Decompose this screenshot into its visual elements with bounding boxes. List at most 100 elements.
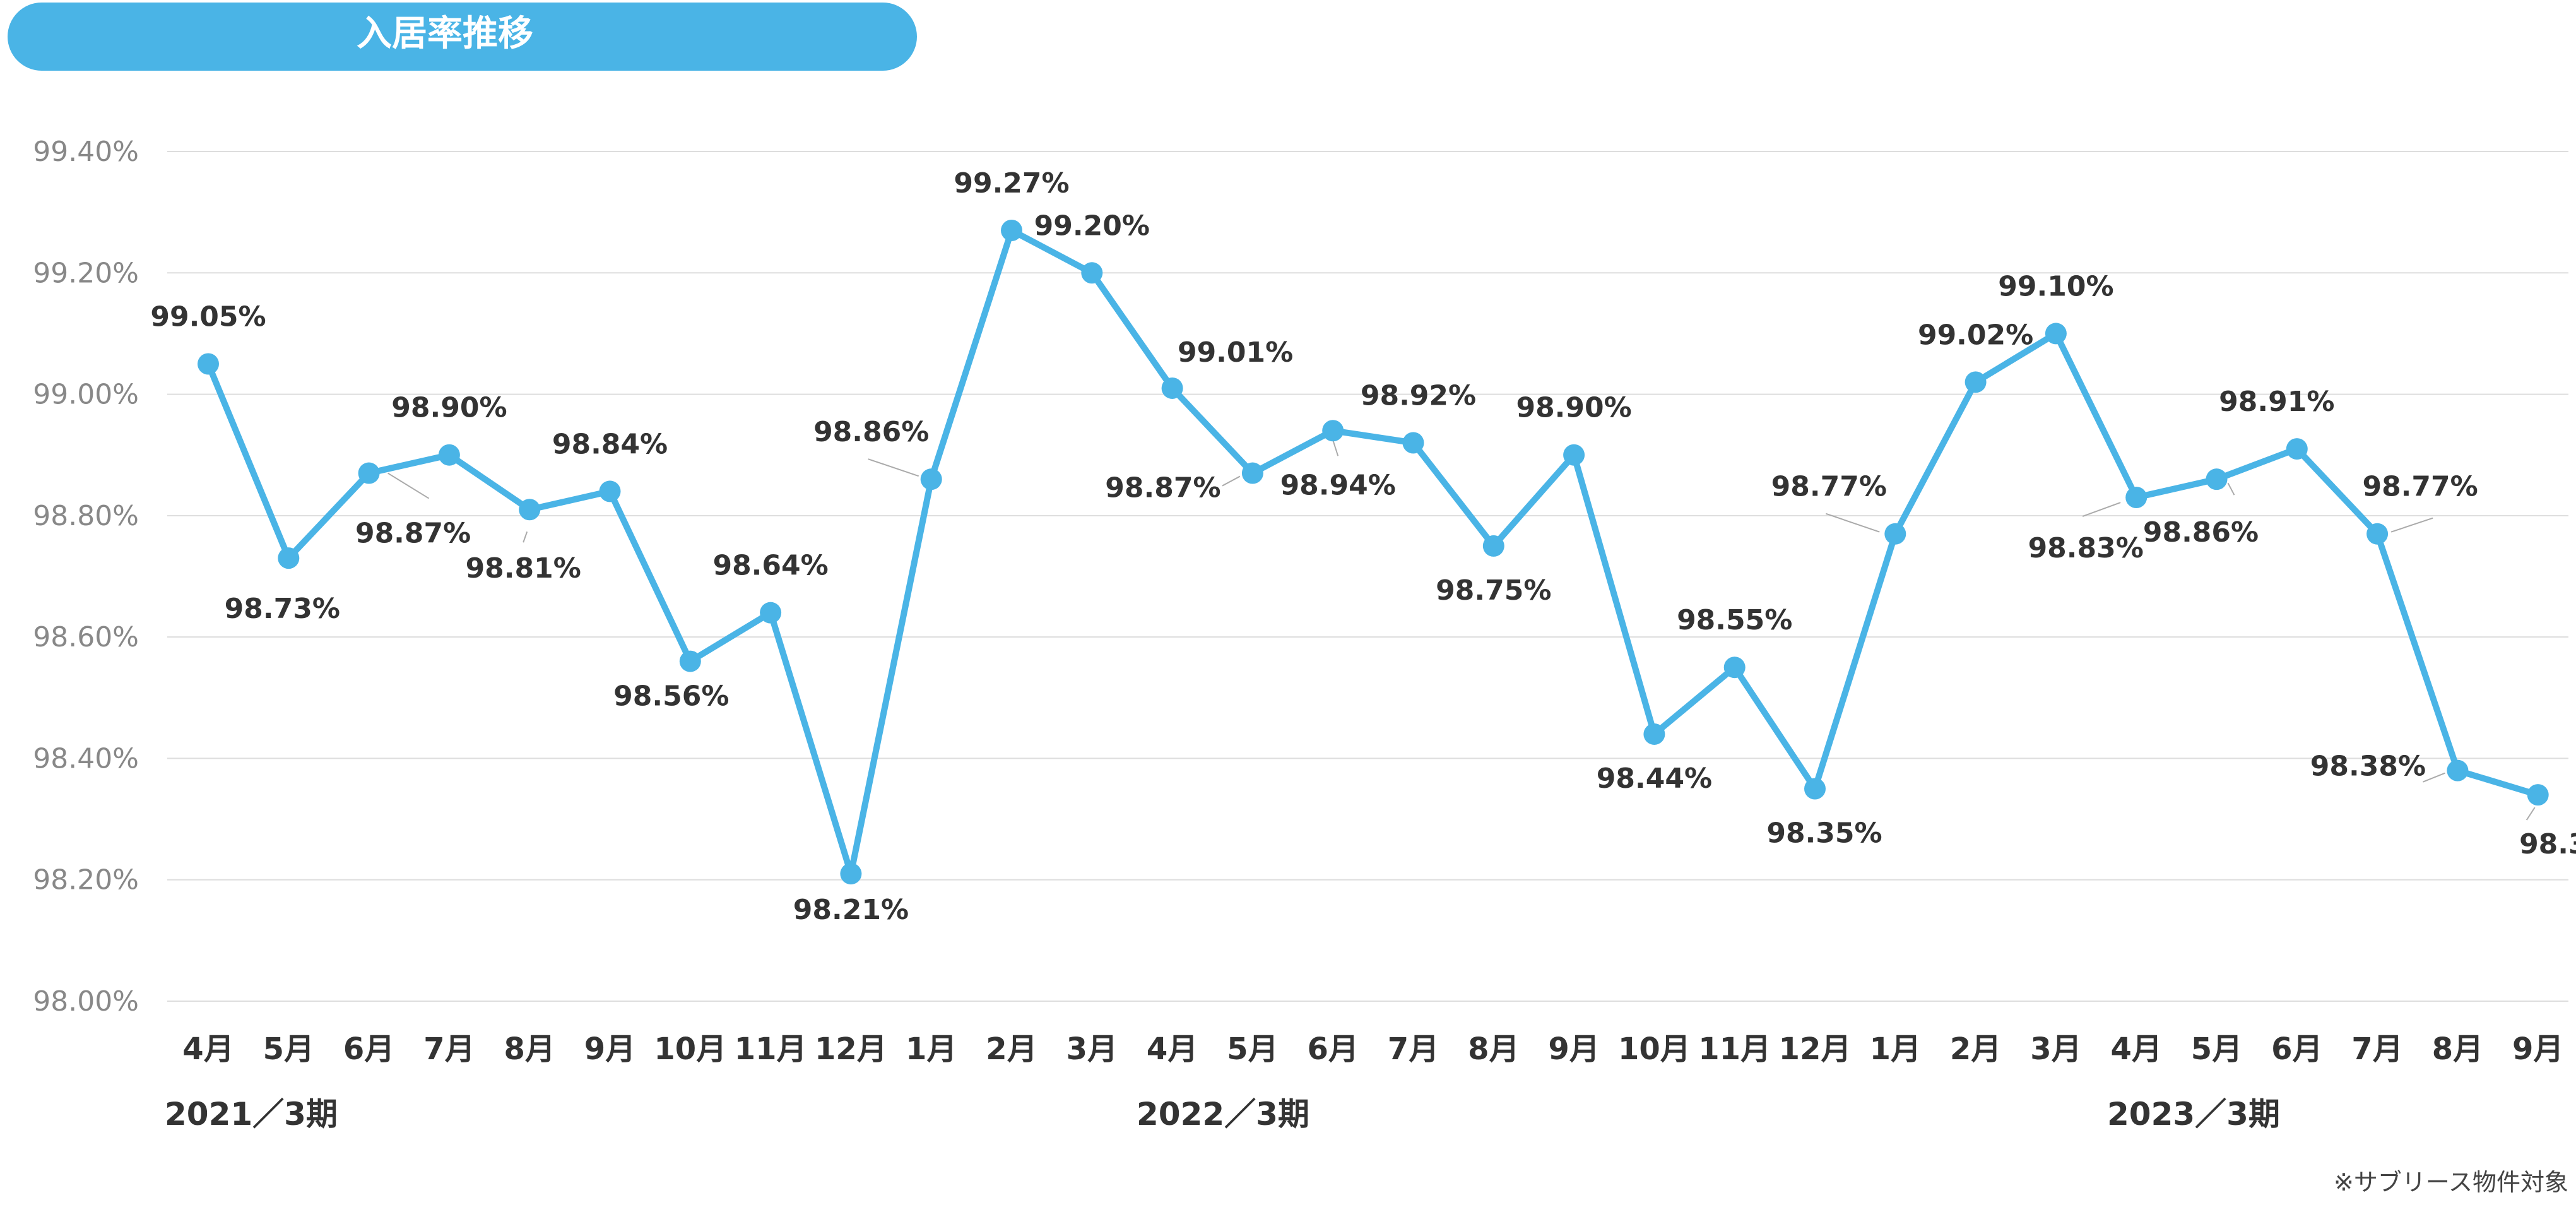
data-point (1161, 377, 1183, 399)
data-label: 98.84% (552, 428, 668, 460)
y-axis: 98.00% 98.20% 98.40% 98.60% 98.80% 99.00% 99.2… (33, 136, 139, 1018)
data-point (1482, 535, 1504, 557)
x-tick-label: 2月 (986, 1031, 1037, 1067)
x-tick-label: 11月 (735, 1031, 807, 1067)
data-point (438, 444, 460, 466)
x-tick-label: 7月 (2351, 1031, 2402, 1067)
leader-line (2082, 502, 2121, 517)
x-tick-label: 12月 (815, 1031, 887, 1067)
x-tick-label: 2月 (1950, 1031, 2001, 1067)
data-label: 99.20% (1034, 210, 1150, 242)
data-point (1001, 219, 1022, 241)
y-tick-label: 98.80% (33, 500, 139, 532)
x-tick-label: 6月 (343, 1031, 394, 1067)
data-label: 98.90% (391, 392, 507, 424)
period-label: 2022／3期 (1137, 1096, 1309, 1132)
data-label: 98.87% (1105, 472, 1220, 504)
x-tick-label: 6月 (1307, 1031, 1358, 1067)
y-tick-label: 98.60% (33, 621, 139, 653)
label-leader-lines (387, 439, 2536, 821)
data-point (920, 468, 942, 490)
leader-line (1825, 513, 1880, 533)
data-point (2527, 784, 2549, 806)
data-label: 98.87% (355, 518, 471, 550)
data-label: 99.01% (1178, 336, 1293, 369)
data-point (2206, 468, 2228, 490)
data-point (1643, 723, 1665, 745)
data-label: 98.35% (1766, 817, 1882, 850)
x-tick-label: 3月 (2030, 1031, 2081, 1067)
leader-line (2227, 482, 2235, 496)
y-tick-label: 98.40% (33, 742, 139, 775)
data-points (198, 219, 2549, 885)
period-labels: 2021／3期 2022／3期 2023／3期 (165, 1096, 2280, 1132)
x-tick-label: 5月 (2191, 1031, 2242, 1067)
data-label: 98.34% (2519, 828, 2576, 860)
x-tick-label: 7月 (423, 1031, 475, 1067)
leader-line (2526, 807, 2536, 821)
data-point (1241, 462, 1263, 484)
period-label: 2021／3期 (165, 1096, 338, 1132)
x-tick-label: 8月 (2432, 1031, 2483, 1067)
x-tick-label: 10月 (1618, 1031, 1691, 1067)
data-point (2125, 487, 2148, 509)
data-point (278, 547, 300, 569)
data-label: 98.38% (2310, 751, 2426, 783)
series-line (205, 227, 2541, 877)
leader-line (2423, 772, 2445, 783)
x-tick-label: 1月 (906, 1031, 957, 1067)
x-tick-label: 9月 (1548, 1031, 1599, 1067)
chart-title: 入居率推移 (357, 13, 533, 54)
x-tick-label: 11月 (1698, 1031, 1771, 1067)
x-axis: 4月 5月 6月 7月 8月 9月 10月 11月 12月 1月 2月 3月 4月 5月 6月 7月 8月 9月 1… (182, 1031, 2563, 1067)
data-point (599, 480, 621, 502)
y-tick-label: 98.20% (33, 864, 139, 896)
footnote: ※サブリース物件対象 (2334, 1168, 2568, 1196)
x-tick-label: 8月 (504, 1031, 555, 1067)
grid-lines (167, 151, 2568, 1002)
y-tick-label: 99.00% (33, 379, 139, 411)
x-tick-label: 4月 (2110, 1031, 2161, 1067)
data-point (2366, 523, 2389, 545)
leader-line (1222, 475, 1241, 487)
data-label: 98.73% (225, 593, 340, 625)
data-point (1884, 523, 1906, 545)
data-label: 98.77% (2362, 471, 2478, 503)
data-label: 98.21% (793, 894, 909, 926)
data-labels: 99.05% 98.73% 98.87% 98.90% 98.81% 98.84% 98.5… (150, 167, 2576, 926)
data-label: 98.75% (1436, 574, 1551, 607)
data-point (198, 353, 219, 375)
data-label: 98.90% (1516, 392, 1631, 424)
x-tick-label: 1月 (1870, 1031, 1921, 1067)
data-label: 99.05% (150, 301, 266, 333)
data-label: 99.10% (1998, 270, 2113, 302)
x-tick-label: 4月 (182, 1031, 233, 1067)
x-tick-label: 9月 (584, 1031, 635, 1067)
x-tick-label: 12月 (1779, 1031, 1852, 1067)
data-label: 99.02% (1918, 319, 2033, 351)
data-label: 98.81% (466, 552, 581, 585)
data-point (840, 863, 862, 885)
data-label: 98.83% (2028, 532, 2144, 564)
y-tick-label: 98.00% (33, 985, 139, 1018)
data-point (760, 602, 782, 624)
leader-line (2390, 517, 2433, 533)
x-tick-label: 5月 (263, 1031, 314, 1067)
data-point (1402, 432, 1424, 454)
data-label: 98.64% (712, 550, 828, 582)
x-tick-label: 8月 (1468, 1031, 1519, 1067)
data-point (1804, 778, 1826, 800)
data-label: 98.77% (1771, 471, 1887, 503)
x-tick-label: 3月 (1066, 1031, 1118, 1067)
x-tick-label: 5月 (1227, 1031, 1278, 1067)
period-label: 2023／3期 (2107, 1096, 2280, 1132)
chart-title-banner (8, 3, 917, 71)
leader-line (387, 472, 430, 499)
data-label: 98.55% (1677, 604, 1792, 636)
leader-line (868, 458, 919, 477)
x-tick-label: 10月 (654, 1031, 726, 1067)
data-point (1723, 656, 1746, 679)
data-point (1964, 371, 1987, 393)
data-point (358, 462, 380, 484)
x-tick-label: 4月 (1147, 1031, 1198, 1067)
